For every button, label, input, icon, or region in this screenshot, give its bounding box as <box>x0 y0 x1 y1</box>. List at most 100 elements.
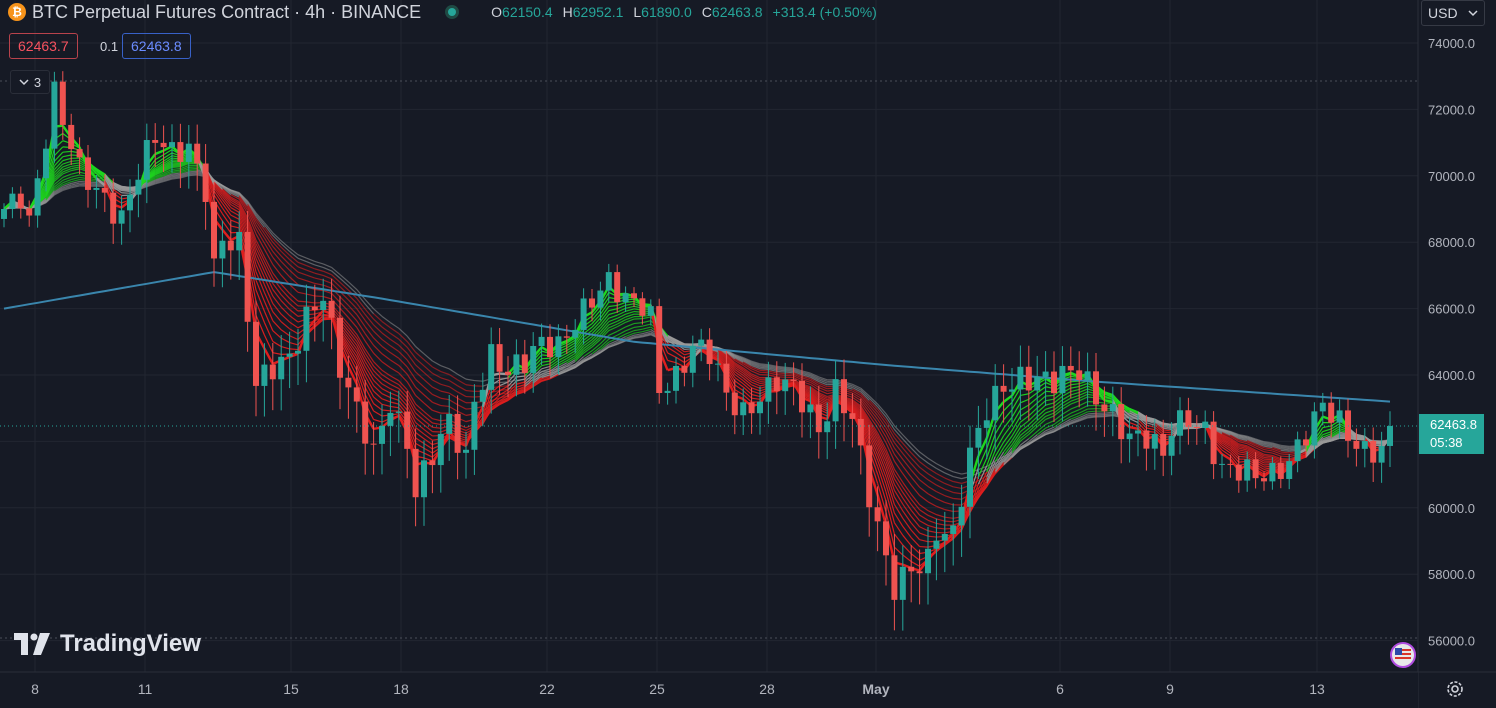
candle[interactable] <box>496 327 503 395</box>
candle[interactable] <box>530 332 537 393</box>
candle[interactable] <box>757 386 763 435</box>
candle[interactable] <box>664 382 671 405</box>
candle[interactable] <box>773 361 780 415</box>
candle[interactable] <box>412 428 419 527</box>
bitcoin-icon[interactable]: ₿ <box>8 3 26 21</box>
candle[interactable] <box>815 385 822 459</box>
candle[interactable] <box>925 526 931 605</box>
candle[interactable] <box>1244 451 1251 492</box>
candle[interactable] <box>362 379 369 475</box>
candle[interactable] <box>1286 453 1293 490</box>
candle[interactable] <box>337 295 343 410</box>
candle[interactable] <box>1311 402 1318 459</box>
candle[interactable] <box>1277 456 1284 489</box>
candle[interactable] <box>1328 392 1335 438</box>
candle[interactable] <box>1135 414 1141 457</box>
candle[interactable] <box>950 503 957 566</box>
candle[interactable] <box>597 281 604 321</box>
sell-button[interactable]: 62463.7 <box>9 33 78 59</box>
candle[interactable] <box>421 440 427 526</box>
candle[interactable] <box>580 288 587 345</box>
candle[interactable] <box>782 362 789 415</box>
candle[interactable] <box>605 263 612 303</box>
candle[interactable] <box>1303 430 1309 458</box>
candle[interactable] <box>933 518 940 581</box>
candle[interactable] <box>1345 398 1351 458</box>
candle[interactable] <box>799 363 805 438</box>
candle[interactable] <box>857 398 864 475</box>
candle[interactable] <box>26 200 33 227</box>
candle[interactable] <box>639 292 646 325</box>
candle[interactable] <box>202 144 209 230</box>
candle[interactable] <box>647 299 654 326</box>
candle[interactable] <box>227 220 234 280</box>
candle[interactable] <box>916 549 923 605</box>
candle[interactable] <box>1361 428 1368 468</box>
candle[interactable] <box>9 187 16 219</box>
candle[interactable] <box>295 328 301 386</box>
candle[interactable] <box>572 319 579 354</box>
candle[interactable] <box>85 145 91 208</box>
candle[interactable] <box>278 335 285 411</box>
candle[interactable] <box>59 71 66 140</box>
candle[interactable] <box>101 174 108 213</box>
candle[interactable] <box>748 387 755 434</box>
candle[interactable] <box>832 359 839 449</box>
candle[interactable] <box>311 284 318 342</box>
candle[interactable] <box>908 545 915 603</box>
candle[interactable] <box>303 284 310 383</box>
candle[interactable] <box>1261 471 1267 491</box>
candle[interactable] <box>68 113 75 165</box>
candle[interactable] <box>1093 353 1099 431</box>
candle[interactable] <box>194 124 201 191</box>
candle[interactable] <box>1378 431 1385 483</box>
candle[interactable] <box>1051 351 1057 423</box>
candle[interactable] <box>505 356 511 398</box>
candle[interactable] <box>169 124 175 173</box>
candle[interactable] <box>1219 454 1225 479</box>
candle[interactable] <box>1235 456 1242 493</box>
indicators-toggle-button[interactable]: 3 <box>10 70 50 94</box>
candle[interactable] <box>723 350 730 411</box>
candle[interactable] <box>1160 419 1167 477</box>
candle[interactable] <box>807 386 814 439</box>
candle[interactable] <box>1101 386 1108 437</box>
candle[interactable] <box>269 342 276 411</box>
candle[interactable] <box>1353 428 1360 467</box>
candle[interactable] <box>429 440 436 494</box>
candle[interactable] <box>1202 410 1209 444</box>
candle[interactable] <box>127 179 133 233</box>
candle[interactable] <box>1 203 7 228</box>
candle[interactable] <box>1042 351 1049 406</box>
candle[interactable] <box>698 328 705 362</box>
candle[interactable] <box>244 210 251 352</box>
candle[interactable] <box>967 425 973 539</box>
candle[interactable] <box>219 220 226 288</box>
candle[interactable] <box>1118 387 1125 464</box>
candle[interactable] <box>941 511 948 573</box>
candle[interactable] <box>1269 456 1276 490</box>
candle[interactable] <box>261 343 268 417</box>
candle[interactable] <box>992 364 999 452</box>
candle[interactable] <box>488 327 495 414</box>
candle[interactable] <box>1076 351 1083 408</box>
candle[interactable] <box>387 391 394 457</box>
candle[interactable] <box>479 372 486 427</box>
candle[interactable] <box>1126 417 1133 463</box>
candle[interactable] <box>1336 399 1343 439</box>
candle[interactable] <box>1009 368 1015 423</box>
candle[interactable] <box>841 359 847 442</box>
candle[interactable] <box>1227 454 1234 478</box>
candle[interactable] <box>379 404 385 475</box>
candle[interactable] <box>673 357 679 404</box>
candle[interactable] <box>1067 346 1074 399</box>
candle[interactable] <box>866 424 873 537</box>
us-flag-icon[interactable] <box>1390 642 1416 668</box>
tradingview-logo[interactable]: TradingView <box>14 630 201 658</box>
buy-button[interactable]: 62463.8 <box>122 33 191 59</box>
candle[interactable] <box>370 422 377 475</box>
candle[interactable] <box>395 390 402 443</box>
candle[interactable] <box>1034 355 1041 421</box>
candle[interactable] <box>538 323 545 366</box>
candle[interactable] <box>614 264 621 313</box>
